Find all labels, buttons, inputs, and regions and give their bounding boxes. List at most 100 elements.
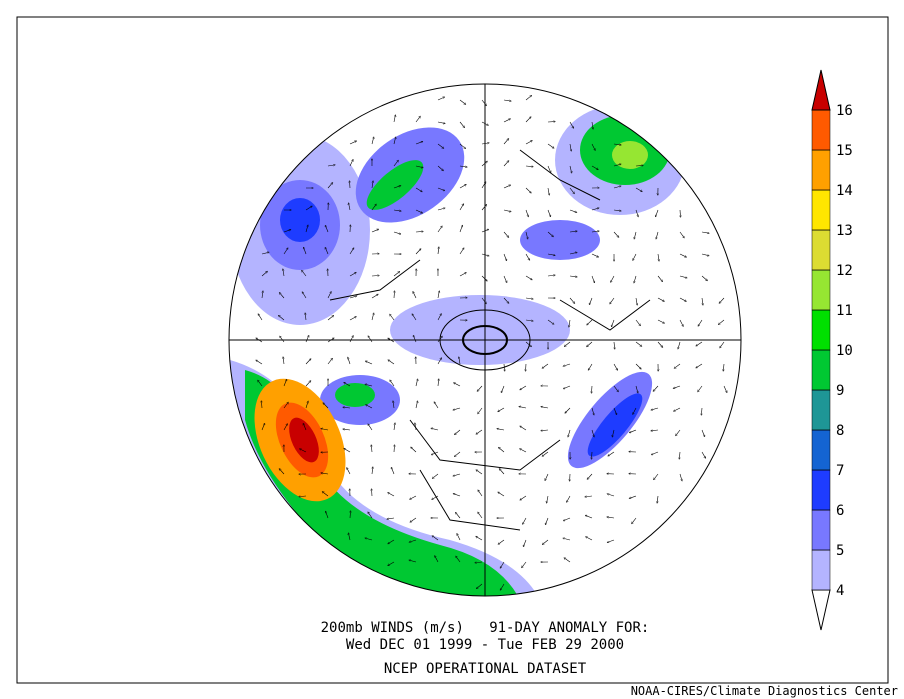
- wind-arrow: [459, 204, 464, 211]
- colorbar-label: 11: [836, 303, 853, 319]
- wind-arrow: [680, 209, 681, 217]
- wind-arrow: [657, 297, 664, 301]
- wind-arrow: [525, 96, 531, 101]
- wind-arrow: [547, 231, 553, 237]
- colorbar-swatch: [811, 429, 831, 471]
- wind-arrow: [720, 341, 725, 348]
- wind-arrow: [279, 469, 285, 475]
- wind-arrow: [503, 100, 511, 101]
- wind-arrow: [702, 297, 703, 305]
- wind-arrow: [499, 469, 505, 475]
- wind-arrow: [437, 358, 441, 365]
- wind-arrow: [657, 341, 663, 347]
- wind-arrow: [653, 385, 659, 391]
- wind-arrow: [635, 187, 642, 192]
- wind-arrow: [261, 271, 267, 277]
- colorbar-label: 6: [836, 503, 844, 519]
- credit: NOAA-CIRES/Climate Diagnostics Center: [631, 684, 898, 698]
- wind-arrow: [701, 232, 709, 233]
- wind-arrow: [673, 385, 681, 388]
- wind-arrow: [679, 275, 687, 278]
- wind-arrow: [325, 225, 329, 233]
- wind-arrow: [323, 403, 329, 409]
- colorbar-label: 9: [836, 383, 844, 399]
- wind-arrow: [415, 209, 422, 213]
- wind-arrow: [503, 209, 511, 212]
- wind-arrow: [415, 423, 416, 431]
- wind-arrow: [432, 473, 439, 478]
- wind-arrow: [654, 473, 659, 480]
- wind-arrow: [591, 385, 592, 393]
- colorbar-swatch: [811, 229, 831, 271]
- wind-arrow: [322, 492, 329, 497]
- colorbar-swatch: [811, 389, 831, 431]
- wind-arrow: [525, 187, 531, 193]
- wind-arrow: [280, 336, 285, 343]
- colorbar-swatch: [811, 269, 831, 311]
- wind-arrow: [481, 161, 487, 167]
- wind-arrow: [525, 320, 533, 321]
- colorbar-swatch: [811, 309, 831, 351]
- wind-arrow: [658, 253, 659, 261]
- wind-arrow: [612, 429, 615, 437]
- wind-arrow: [563, 538, 571, 541]
- wind-arrow: [371, 229, 378, 233]
- wind-arrow: [543, 539, 549, 544]
- wind-arrow: [437, 121, 445, 123]
- wind-arrow: [613, 231, 619, 237]
- wind-arrow: [591, 253, 598, 257]
- wind-arrow: [393, 231, 401, 234]
- wind-arrow: [607, 539, 615, 542]
- wind-arrow: [305, 225, 308, 233]
- wind-arrow: [256, 338, 263, 343]
- wind-arrow: [366, 405, 373, 409]
- wind-arrow: [415, 379, 418, 387]
- wind-arrow: [453, 473, 461, 476]
- wind-arrow: [723, 363, 724, 371]
- wind-arrow: [371, 137, 374, 145]
- wind-arrow: [679, 297, 686, 301]
- wind-arrow: [481, 99, 486, 106]
- wind-arrow: [393, 186, 401, 189]
- wind-arrow: [327, 183, 333, 189]
- wind-arrow: [520, 449, 527, 453]
- wind-arrow: [591, 275, 594, 283]
- wind-arrow: [674, 407, 681, 411]
- wind-arrow: [542, 363, 549, 368]
- wind-arrow: [410, 495, 417, 499]
- colorbar-label: 8: [836, 423, 844, 439]
- wind-arrow: [388, 561, 395, 565]
- wind-arrow: [262, 291, 263, 299]
- wind-arrow: [679, 231, 684, 238]
- wind-arrow: [565, 341, 571, 346]
- wind-arrow: [305, 401, 308, 409]
- wind-arrow: [504, 363, 505, 371]
- wind-arrow: [525, 166, 533, 167]
- wind-arrow: [612, 319, 615, 327]
- wind-arrow: [459, 185, 466, 189]
- wind-arrow: [438, 379, 439, 387]
- wind-arrow: [415, 142, 423, 145]
- wind-arrow: [698, 385, 703, 392]
- wind-arrow: [455, 429, 461, 435]
- wind-arrow: [587, 319, 593, 325]
- wind-arrow: [591, 208, 599, 211]
- wind-arrow: [569, 187, 574, 194]
- wind-arrow: [564, 385, 571, 389]
- wind-arrow: [390, 314, 395, 321]
- wind-arrow: [547, 319, 554, 324]
- wind-arrow: [437, 226, 442, 233]
- colorbar-swatch: [811, 109, 831, 151]
- wind-arrow: [591, 429, 594, 437]
- colorbar-label: 12: [836, 263, 853, 279]
- wind-arrow: [481, 253, 489, 256]
- wind-arrow: [503, 161, 509, 167]
- wind-arrow: [388, 360, 395, 365]
- wind-arrow: [541, 407, 549, 409]
- wind-arrow: [585, 496, 593, 497]
- wind-arrow: [437, 165, 443, 171]
- wind-arrow: [701, 275, 707, 281]
- wind-arrow: [437, 291, 439, 299]
- wind-arrow: [569, 252, 577, 255]
